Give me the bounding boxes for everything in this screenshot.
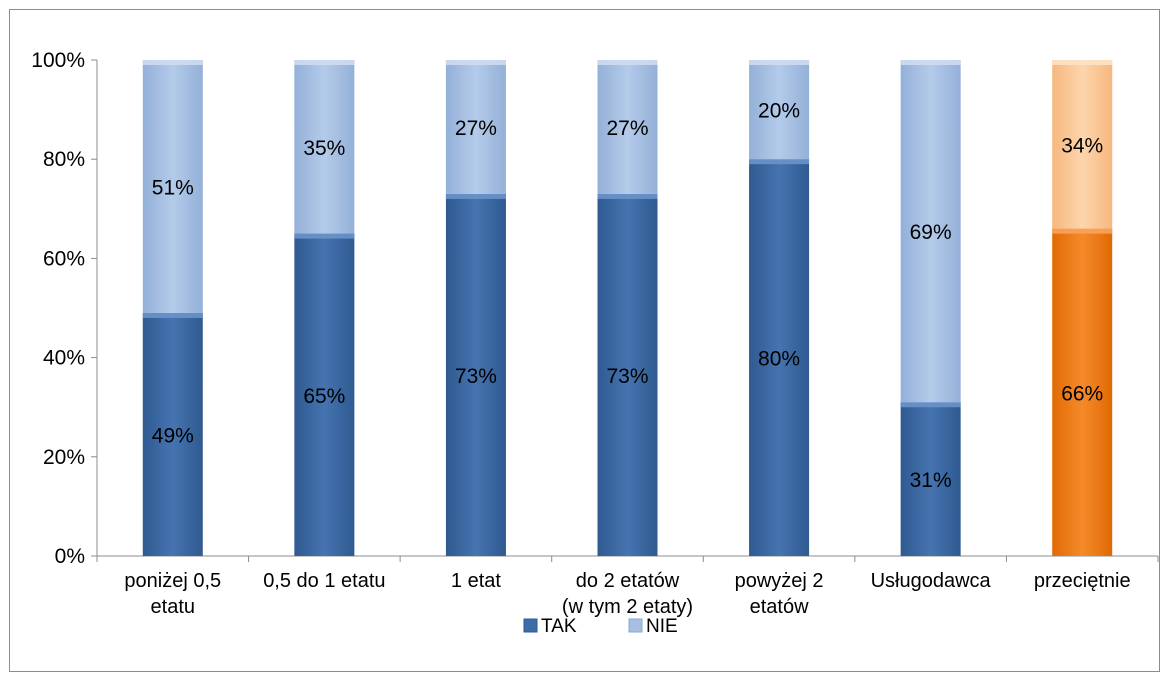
data-label: 51% [152,176,194,199]
legend-label-nie: NIE [646,616,678,637]
bar-bevel [901,402,961,407]
bar-bevel [294,60,354,65]
bar-bevel [749,60,809,65]
bar-bevel [598,194,658,199]
x-category-label: powyżej 2 etatów [735,570,824,618]
y-tick-label: 100% [31,49,85,72]
data-label: 20% [758,100,800,123]
bar-bevel [446,60,506,65]
legend-swatch-nie [629,619,642,632]
bar-bevel [446,194,506,199]
bar-bevel [749,159,809,164]
data-label: 27% [606,117,648,140]
bar-bevel [598,60,658,65]
data-label: 35% [303,137,345,160]
data-label: 34% [1061,134,1103,157]
x-category-label: 1 etat [451,570,501,592]
data-label: 73% [606,365,648,388]
x-category-label: Usługodawca [871,570,992,592]
data-label: 69% [910,221,952,244]
bar-bevel [1052,229,1112,234]
bar-bevel [901,60,961,65]
data-label: 65% [303,385,345,408]
legend-swatch-tak [524,619,537,632]
legend: TAK NIE [524,616,678,637]
x-category-label: 0,5 do 1 etatu [263,570,385,592]
data-label: 66% [1061,382,1103,405]
y-tick-label: 0% [55,545,85,568]
x-category-label: do 2 etatów (w tym 2 etaty) [562,570,693,618]
bar-bevel [143,60,203,65]
data-label: 31% [910,469,952,492]
y-tick-label: 60% [43,247,85,270]
data-label: 27% [455,117,497,140]
legend-item-nie: NIE [629,616,678,637]
bar-bevel [294,234,354,239]
data-label: 73% [455,365,497,388]
x-category-label: poniżej 0,5 etatu [124,570,221,618]
bar-bevel [143,313,203,318]
bar-bevel [1052,60,1112,65]
y-tick-label: 40% [43,347,85,370]
y-tick-label: 80% [43,148,85,171]
data-label: 49% [152,424,194,447]
legend-item-tak: TAK [524,616,577,637]
x-category-label: przeciętnie [1034,570,1131,592]
data-label: 80% [758,348,800,371]
y-tick-label: 20% [43,446,85,469]
legend-label-tak: TAK [541,616,577,637]
